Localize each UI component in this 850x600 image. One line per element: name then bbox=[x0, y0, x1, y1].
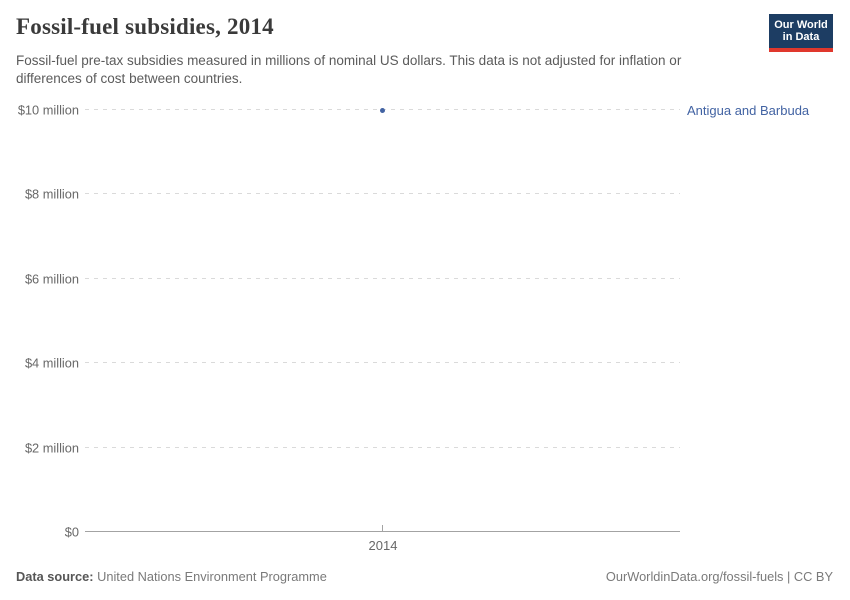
y-tick-label: $10 million bbox=[17, 102, 79, 118]
x-tick-label: 2014 bbox=[368, 538, 398, 553]
y-tick-label: $8 million bbox=[24, 186, 79, 202]
y-tick-label: $0 bbox=[64, 524, 79, 540]
attribution-link[interactable]: OurWorldinData.org/fossil-fuels | CC BY bbox=[605, 569, 833, 584]
data-point-antigua-and-barbuda[interactable] bbox=[380, 108, 385, 113]
owid-logo-box: Our World in Data bbox=[769, 14, 833, 48]
y-tick-label: $6 million bbox=[24, 271, 79, 287]
gridline bbox=[85, 278, 680, 279]
chart-footer: Data source: United Nations Environment … bbox=[16, 569, 833, 584]
chart-title: Fossil-fuel subsidies, 2014 bbox=[16, 14, 274, 39]
data-source-note: Data source: United Nations Environment … bbox=[16, 569, 327, 584]
y-tick-label: $2 million bbox=[24, 440, 79, 456]
x-axis-tick-mark bbox=[382, 525, 383, 532]
owid-logo-line2: in Data bbox=[782, 31, 820, 43]
owid-logo-line1: Our World bbox=[774, 18, 828, 31]
data-source-label: Data source: bbox=[16, 569, 94, 584]
gridline bbox=[85, 193, 680, 194]
gridline bbox=[85, 362, 680, 363]
entity-label-antigua-and-barbuda[interactable]: Antigua and Barbuda bbox=[687, 103, 810, 118]
y-tick-label: $4 million bbox=[24, 355, 79, 371]
owid-logo[interactable]: Our World in Data bbox=[769, 14, 833, 52]
chart-subtitle: Fossil-fuel pre-tax subsidies measured i… bbox=[16, 53, 682, 86]
owid-logo-accent-bar bbox=[769, 48, 833, 52]
data-source-value: United Nations Environment Programme bbox=[93, 569, 327, 584]
gridline bbox=[85, 447, 680, 448]
